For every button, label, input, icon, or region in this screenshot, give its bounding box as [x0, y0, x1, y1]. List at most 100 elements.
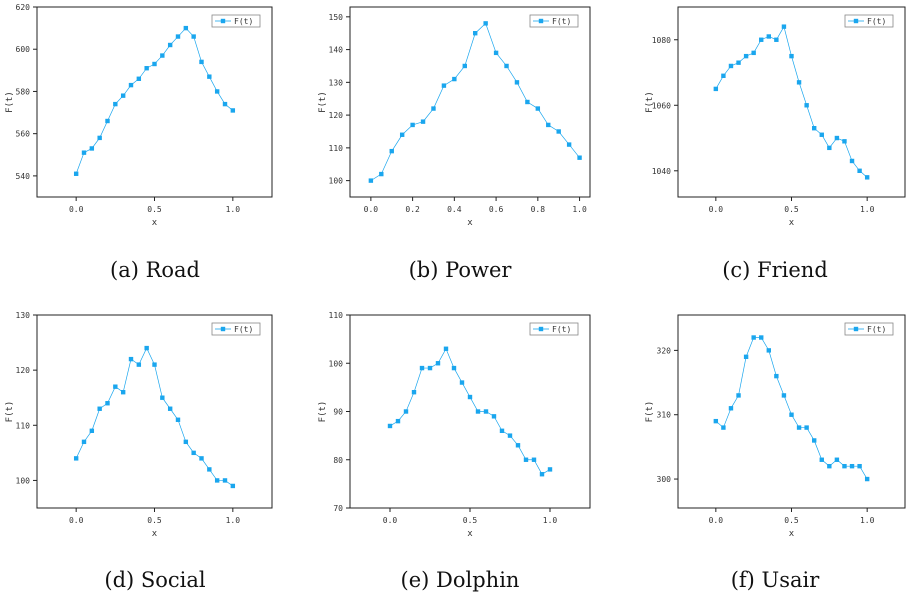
- friend-data-point: [751, 50, 756, 56]
- dolphin-legend-label: F(t): [552, 325, 571, 334]
- social-y-tick-label: 120: [16, 366, 31, 375]
- usair-y-tick-label: 300: [657, 475, 672, 484]
- friend-legend-marker: [853, 18, 859, 24]
- social-data-point: [136, 362, 142, 367]
- caption-usair: (f) Usair: [730, 568, 820, 592]
- usair-y-tick-label: 310: [657, 411, 672, 420]
- friend-data-point: [849, 158, 855, 164]
- friend-data-point: [721, 73, 726, 78]
- caption-friend: (c) Friend: [722, 258, 828, 282]
- dolphin-y-tick-label: 100: [329, 359, 344, 368]
- road-data-point: [167, 42, 173, 48]
- dolphin-data-point: [427, 365, 433, 371]
- usair-x-tick-label: 0.0: [709, 516, 724, 525]
- road-data-point: [73, 171, 79, 176]
- social-legend-marker: [220, 326, 226, 332]
- usair-legend-box: [844, 322, 894, 336]
- friend-data-point: [789, 53, 794, 59]
- usair-data-point: [857, 463, 862, 469]
- power-data-point: [420, 119, 426, 124]
- road-series-line: [75, 27, 234, 174]
- friend-data-point: [834, 135, 840, 141]
- usair-data-point: [834, 457, 840, 462]
- dolphin-plot-frame: [349, 314, 591, 509]
- road-x-tick-label: 0.0: [69, 205, 84, 214]
- road-data-point: [144, 66, 149, 71]
- dolphin-data-point: [523, 457, 529, 462]
- friend-y-axis-label: F(t): [645, 91, 655, 113]
- social-data-point: [81, 439, 87, 445]
- dolphin-data-point: [515, 443, 521, 448]
- power-data-point: [504, 63, 509, 69]
- power-y-axis-label: F(t): [318, 91, 328, 113]
- dolphin-data-point: [467, 394, 473, 400]
- caption-road: (a) Road: [110, 258, 200, 282]
- usair-plot-frame: [677, 314, 906, 509]
- friend-y-tick-label: 1080: [652, 36, 671, 45]
- power-data-point: [514, 80, 520, 85]
- power-y-tick-label: 130: [329, 78, 344, 87]
- usair-data-point: [721, 425, 726, 430]
- social-y-tick-label: 130: [16, 311, 31, 320]
- power-y-tick-label: 100: [329, 177, 344, 186]
- usair-data-point: [819, 457, 824, 462]
- power-x-tick-label: 0.4: [447, 205, 462, 214]
- social-data-point: [113, 384, 118, 389]
- dolphin-y-tick-label: 70: [333, 504, 343, 513]
- friend-data-point: [864, 175, 870, 180]
- dolphin-data-point: [395, 418, 401, 424]
- friend-data-point: [766, 34, 771, 39]
- dolphin-data-point: [387, 423, 393, 429]
- power-data-point: [473, 31, 478, 36]
- chart-dolphin-svg: 0.0 0.5 1.0 70 80 90 100 110 x F(t) F(t): [318, 311, 591, 539]
- chart-friend-svg: 0.0 0.5 1.0 1040 1060 1080 x F(t) F(t): [645, 6, 906, 228]
- dolphin-data-point: [499, 428, 505, 433]
- usair-data-point: [849, 463, 855, 469]
- dolphin-data-point: [403, 409, 409, 414]
- caption-dolphin: (e) Dolphin: [400, 568, 520, 592]
- road-data-point: [160, 53, 165, 58]
- friend-data-point: [743, 53, 749, 59]
- usair-data-point: [789, 412, 794, 417]
- road-y-tick-label: 620: [16, 3, 31, 12]
- friend-legend-box: [844, 14, 894, 28]
- friend-legend-label: F(t): [867, 17, 886, 26]
- power-x-axis-label: x: [467, 218, 473, 228]
- dolphin-legend-box: [529, 322, 579, 336]
- social-y-axis-label: F(t): [5, 401, 15, 423]
- social-data-point: [214, 478, 220, 483]
- social-x-axis-label: x: [152, 529, 158, 539]
- friend-plot-frame: [677, 6, 906, 198]
- usair-legend-marker: [853, 326, 859, 332]
- road-data-point: [199, 59, 204, 65]
- social-legend-label: F(t): [234, 325, 253, 334]
- power-data-point: [368, 178, 374, 183]
- road-data-point: [89, 146, 95, 151]
- road-plot-frame: [36, 6, 273, 198]
- road-data-point: [191, 34, 196, 39]
- usair-data-point: [796, 425, 802, 430]
- dolphin-x-tick-label: 0.0: [383, 516, 398, 525]
- friend-data-point: [819, 132, 824, 137]
- friend-data-point: [827, 145, 832, 151]
- road-y-tick-label: 600: [16, 45, 31, 54]
- road-legend-marker: [220, 18, 226, 24]
- power-data-point: [410, 122, 415, 128]
- usair-x-tick-label: 0.5: [784, 516, 799, 525]
- friend-data-point: [812, 126, 817, 131]
- power-data-point: [556, 129, 561, 134]
- power-data-point: [441, 83, 447, 88]
- social-data-point: [230, 483, 236, 489]
- power-data-point: [577, 155, 582, 160]
- friend-data-point: [713, 86, 719, 92]
- caption-power: (b) Power: [408, 258, 512, 282]
- power-x-tick-label: 0.2: [405, 205, 420, 214]
- road-data-point: [183, 25, 189, 31]
- chart-dolphin: 0.0 0.5 1.0 70 80 90 100 110 x F(t) F(t): [313, 308, 613, 553]
- usair-data-point: [759, 335, 764, 340]
- social-data-point: [183, 439, 189, 445]
- road-x-axis-label: x: [152, 218, 158, 228]
- friend-data-point: [857, 168, 862, 173]
- usair-y-axis-label: F(t): [645, 401, 655, 423]
- social-data-point: [97, 406, 102, 411]
